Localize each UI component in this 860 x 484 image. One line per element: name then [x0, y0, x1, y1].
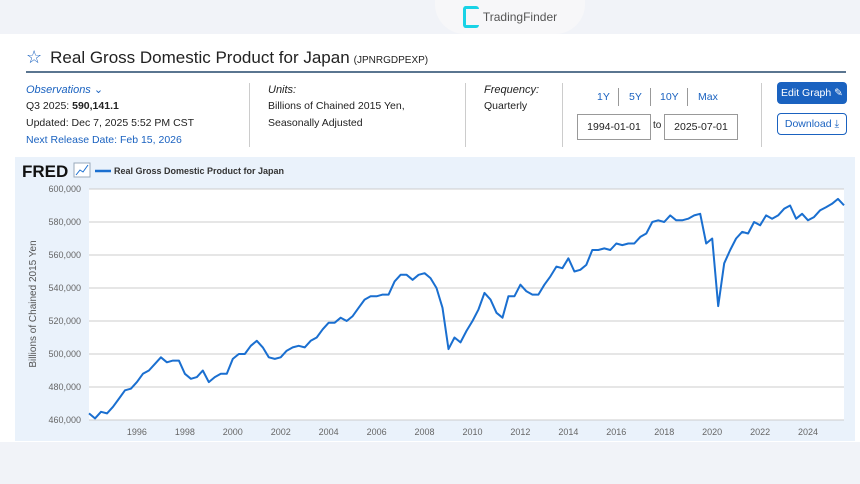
observations-dropdown[interactable]: Observations ⌄ — [26, 82, 194, 98]
chart-type-icon — [73, 162, 91, 178]
range-10y-button[interactable]: 10Y — [660, 91, 679, 103]
to-label: to — [653, 120, 662, 131]
edit-graph-button[interactable]: Edit Graph ✎ — [777, 82, 847, 104]
page-title: ☆ Real Gross Domestic Product for Japan … — [26, 47, 428, 68]
x-tick-label: 2016 — [606, 427, 626, 437]
x-tick-label: 1996 — [127, 427, 147, 437]
divider — [761, 83, 762, 147]
x-tick-label: 2020 — [702, 427, 722, 437]
updated-date: Updated: Dec 7, 2025 5:52 PM CST — [26, 117, 195, 129]
tradingfinder-logo-icon — [462, 6, 479, 28]
y-tick-label: 580,000 — [48, 217, 81, 227]
divider — [249, 83, 250, 147]
x-tick-label: 2018 — [654, 427, 674, 437]
y-tick-label: 600,000 — [48, 184, 81, 194]
fred-logo: FRED — [22, 162, 68, 181]
start-date-input[interactable]: 1994-01-01 — [577, 114, 651, 140]
y-tick-label: 460,000 — [48, 415, 81, 425]
download-button[interactable]: Download ⤓ — [777, 113, 847, 135]
x-tick-label: 2008 — [415, 427, 435, 437]
x-tick-label: 2012 — [510, 427, 530, 437]
edit-graph-label: Edit Graph — [781, 87, 832, 99]
x-tick-label: 2022 — [750, 427, 770, 437]
x-tick-label: 2010 — [462, 427, 482, 437]
range-1y-button[interactable]: 1Y — [597, 91, 610, 103]
frequency-value: Quarterly — [484, 100, 528, 112]
legend-label[interactable]: Real Gross Domestic Product for Japan — [114, 166, 284, 176]
watermark-text: TradingFinder — [482, 10, 558, 24]
divider — [26, 71, 846, 73]
y-axis-label: Billions of Chained 2015 Yen — [28, 240, 39, 367]
download-label: Download — [784, 118, 832, 130]
y-tick-label: 500,000 — [48, 349, 81, 359]
edit-icon: ✎ — [834, 87, 843, 99]
download-icon: ⤓ — [834, 117, 840, 130]
x-tick-label: 1998 — [175, 427, 195, 437]
next-release-link[interactable]: Next Release Date: Feb 15, 2026 — [26, 134, 182, 146]
units-adjustment: Seasonally Adjusted — [268, 117, 363, 129]
divider — [562, 83, 563, 147]
divider — [618, 88, 619, 106]
x-tick-label: 2006 — [367, 427, 387, 437]
observation-period: Q3 2025: — [26, 100, 70, 112]
range-5y-button[interactable]: 5Y — [629, 91, 642, 103]
series-line[interactable] — [88, 197, 845, 420]
divider — [687, 88, 688, 106]
series-title: Real Gross Domestic Product for Japan — [50, 48, 350, 67]
observations-label: Observations — [26, 84, 91, 96]
units-value: Billions of Chained 2015 Yen, — [268, 100, 405, 112]
y-tick-label: 480,000 — [48, 382, 81, 392]
x-tick-label: 2004 — [319, 427, 339, 437]
observation-value: 590,141.1 — [72, 100, 119, 112]
chart-container: FRED Real Gross Domestic Product for Jap… — [15, 157, 855, 441]
series-id: (JPNRGDPEXP) — [353, 55, 429, 66]
x-tick-label: 2024 — [798, 427, 818, 437]
units-block: Units: Billions of Chained 2015 Yen, Sea… — [268, 82, 405, 132]
y-tick-label: 520,000 — [48, 316, 81, 326]
star-icon[interactable]: ☆ — [26, 47, 43, 67]
top-band — [0, 0, 860, 34]
x-tick-label: 2014 — [558, 427, 578, 437]
frequency-label: Frequency: — [484, 84, 540, 96]
frequency-block: Frequency: Quarterly — [484, 82, 539, 115]
range-max-button[interactable]: Max — [698, 91, 718, 103]
divider — [650, 88, 651, 106]
x-tick-label: 2002 — [271, 427, 291, 437]
observations-block: Observations ⌄ Q3 2025: 590,141.1 Update… — [26, 82, 194, 149]
gdp-line-chart[interactable]: FRED Real Gross Domestic Product for Jap… — [15, 157, 855, 441]
divider — [465, 83, 466, 147]
chevron-down-icon: ⌄ — [93, 84, 104, 96]
end-date-input[interactable]: 2025-07-01 — [664, 114, 738, 140]
y-tick-label: 540,000 — [48, 283, 81, 293]
x-tick-label: 2000 — [223, 427, 243, 437]
plot-area — [89, 189, 844, 420]
latest-observation: Q3 2025: 590,141.1 — [26, 98, 194, 115]
units-label: Units: — [268, 84, 297, 96]
y-tick-label: 560,000 — [48, 250, 81, 260]
watermark-logo: TradingFinder — [435, 0, 585, 34]
